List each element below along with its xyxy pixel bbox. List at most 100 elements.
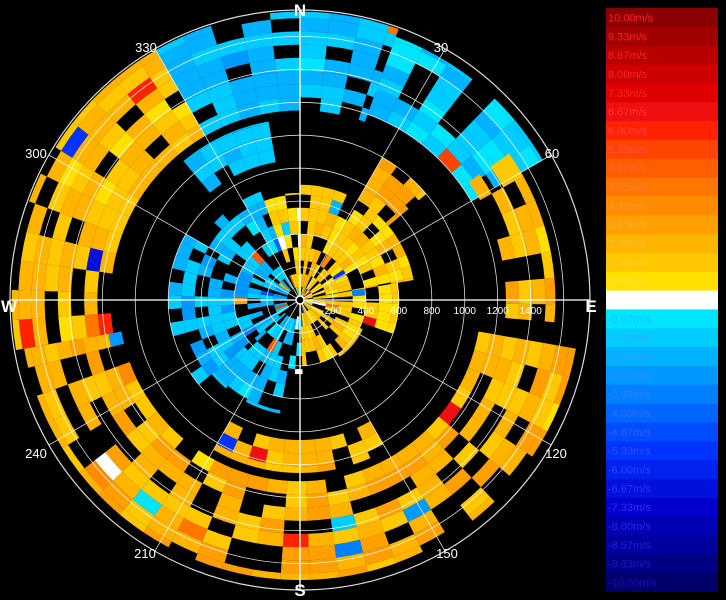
velocity-cell bbox=[246, 255, 261, 269]
velocity-cell bbox=[230, 330, 246, 345]
velocity-cell bbox=[345, 322, 360, 334]
velocity-cell bbox=[266, 322, 279, 336]
velocity-cell bbox=[105, 159, 130, 186]
velocity-cell bbox=[332, 269, 347, 281]
velocity-cell bbox=[72, 99, 98, 127]
velocity-cell bbox=[245, 398, 258, 407]
velocity-cell bbox=[411, 110, 438, 134]
velocity-cell bbox=[312, 295, 326, 298]
velocity-cell bbox=[347, 226, 363, 243]
velocity-cell bbox=[327, 228, 341, 244]
velocity-cell bbox=[270, 325, 282, 339]
velocity-cell bbox=[328, 501, 354, 519]
velocity-cell bbox=[94, 178, 117, 206]
legend-label: -10.00m/s bbox=[608, 578, 657, 590]
velocity-cell bbox=[181, 295, 195, 309]
velocity-cell bbox=[284, 507, 308, 521]
velocity-cell bbox=[326, 343, 338, 358]
velocity-cell bbox=[232, 127, 255, 146]
velocity-cell bbox=[513, 204, 535, 233]
velocity-cell bbox=[392, 293, 399, 304]
velocity-cell bbox=[144, 99, 172, 125]
velocity-cell bbox=[250, 123, 272, 140]
legend-label: 0.67m/s bbox=[608, 276, 648, 288]
velocity-cell bbox=[344, 242, 360, 257]
velocity-cell bbox=[179, 113, 199, 132]
polar-velocity-plot: N E S W 30 60 120 150 210 240 300 330 20… bbox=[1, 1, 597, 600]
bearing-label-330: 330 bbox=[135, 40, 157, 55]
velocity-cell bbox=[464, 119, 492, 148]
velocity-cell bbox=[288, 355, 297, 369]
velocity-cell bbox=[393, 545, 423, 564]
velocity-cell bbox=[246, 46, 275, 64]
velocity-cell bbox=[60, 241, 78, 269]
velocity-cell bbox=[43, 342, 61, 363]
velocity-cell bbox=[253, 215, 268, 232]
velocity-cell bbox=[247, 302, 262, 310]
legend-swatch bbox=[606, 573, 718, 592]
velocity-cell bbox=[277, 236, 288, 251]
velocity-cell bbox=[84, 199, 106, 227]
velocity-cell bbox=[234, 346, 248, 360]
velocity-cell bbox=[300, 18, 330, 33]
velocity-cell bbox=[183, 149, 200, 163]
velocity-cell bbox=[276, 286, 289, 295]
velocity-cell bbox=[168, 281, 183, 296]
velocity-cell bbox=[282, 452, 300, 467]
velocity-cell bbox=[217, 492, 243, 513]
velocity-cell bbox=[126, 427, 151, 454]
velocity-cell bbox=[515, 422, 542, 453]
velocity-cell bbox=[166, 448, 192, 473]
bearing-label-60: 60 bbox=[545, 146, 559, 161]
velocity-cell bbox=[415, 51, 447, 77]
velocity-cell bbox=[357, 188, 376, 207]
velocity-cell bbox=[211, 372, 220, 381]
velocity-cell bbox=[339, 301, 353, 308]
velocity-cell bbox=[334, 336, 349, 350]
velocity-cell bbox=[71, 315, 88, 340]
velocity-cell bbox=[300, 439, 316, 454]
velocity-cell bbox=[400, 266, 414, 280]
velocity-cell bbox=[446, 62, 473, 82]
velocity-cell bbox=[229, 76, 256, 95]
bearing-spoke bbox=[48, 299, 301, 446]
velocity-cell bbox=[518, 303, 533, 321]
velocity-cell bbox=[541, 251, 555, 279]
velocity-cell bbox=[268, 437, 286, 453]
velocity-cell bbox=[272, 382, 286, 398]
velocity-cell bbox=[286, 480, 307, 495]
velocity-cell bbox=[386, 233, 401, 249]
legend-label: 4.00m/s bbox=[608, 182, 648, 194]
velocity-cell bbox=[218, 337, 235, 352]
velocity-cell bbox=[348, 339, 356, 348]
velocity-cell bbox=[339, 236, 354, 252]
velocity-cell bbox=[347, 63, 375, 83]
velocity-cell bbox=[177, 518, 208, 542]
velocity-cell bbox=[256, 322, 270, 334]
legend-label: 4.67m/s bbox=[608, 163, 648, 175]
velocity-cell bbox=[300, 184, 313, 196]
range-tick-800: 800 bbox=[423, 306, 440, 317]
velocity-cell bbox=[273, 296, 287, 300]
velocity-cell bbox=[18, 290, 33, 320]
legend-label: -4.67m/s bbox=[608, 427, 651, 439]
velocity-cell bbox=[122, 462, 150, 490]
velocity-cell bbox=[140, 159, 164, 184]
velocity-cell bbox=[321, 85, 345, 102]
velocity-cell bbox=[142, 56, 166, 78]
legend-swatch bbox=[606, 139, 718, 160]
velocity-cell bbox=[376, 311, 392, 323]
legend-swatch bbox=[606, 422, 718, 442]
velocity-cell bbox=[370, 69, 383, 85]
velocity-cell bbox=[113, 385, 136, 410]
velocity-cell bbox=[526, 200, 545, 229]
velocity-cell bbox=[232, 440, 253, 459]
velocity-cell bbox=[300, 84, 323, 99]
velocity-cell bbox=[307, 309, 318, 322]
velocity-cell bbox=[300, 452, 318, 467]
velocity-cell bbox=[236, 314, 252, 325]
velocity-cell bbox=[337, 349, 346, 357]
velocity-cell bbox=[212, 504, 240, 525]
velocity-cell bbox=[97, 313, 114, 336]
velocity-cell bbox=[52, 212, 73, 242]
